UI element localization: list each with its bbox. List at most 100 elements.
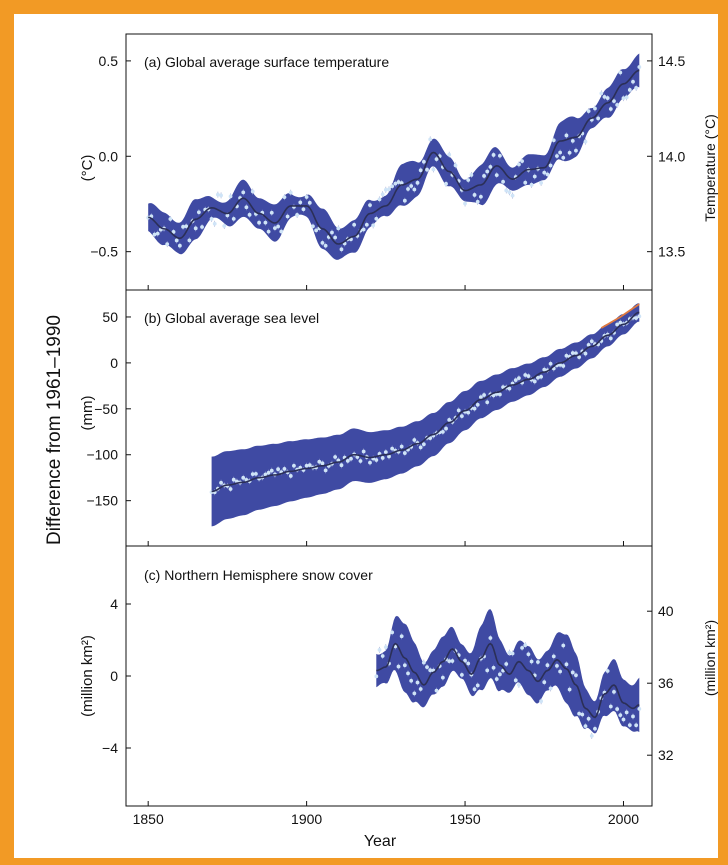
panel-b-annual-point [586,343,591,347]
panel-c-annual-point [586,716,591,721]
panel-b-annual-point [459,414,464,419]
panel-c-ytick-label: 0 [110,668,118,684]
panel-b-annual-point [254,471,258,476]
panel-c-annual-point [498,672,502,677]
x-axis-label: Year [364,833,397,850]
panel-a-annual-point [627,88,632,92]
panel-b-annual-point [428,436,433,441]
panel-b-smoothed-curve [211,311,640,493]
panel-a-annual-point [399,181,404,185]
panel-b-title: (b) Global average sea level [144,310,319,326]
panel-b-satellite-line [600,303,640,329]
panel-b-annual-point [447,418,452,422]
panel-a-annual-point [558,150,563,155]
panel-a-annual-point [209,217,214,221]
panel-a-annual-point [200,225,204,229]
panel-b-annual-point [228,487,233,491]
panel-c-annual-point [574,673,578,678]
panel-a-annual-point [586,109,591,114]
panel-c-annual-point [627,723,632,728]
panel-c-annual-point [529,659,534,664]
panel-a-annual-point [602,94,607,99]
panel-b-annual-point [532,379,537,384]
panel-a-annual-point [311,224,315,229]
panel-c-right-ytick-label: 32 [658,747,674,763]
panel-c-annual-point [580,712,585,717]
panel-a-annual-point [431,167,436,172]
panel-a-annual-point [475,199,480,204]
panel-b-annual-point [561,364,566,368]
panel-b-annual-point [282,467,287,471]
panel-a-annual-point [507,190,512,195]
panel-c-annual-point [507,650,512,655]
panel-a-annual-point [447,152,452,157]
panel-c-annual-point [390,630,395,635]
panel-b-annual-point [250,472,255,477]
panel-b-ytick-label: −150 [86,493,118,509]
panel-a-annual-point [485,169,490,174]
panel-a-annual-point [428,137,433,142]
panel-a-annual-point [222,224,227,228]
panel-b-annual-point [383,450,388,454]
panel-b-annual-point [456,408,461,413]
panel-a-annual-point [409,184,414,188]
panel-b-annual-point [307,463,312,468]
panel-a-annual-point [583,139,588,144]
panel-a-annual-point [596,116,601,121]
panel-a-annual-point [593,106,597,111]
panel-b-annual-point [570,351,575,355]
panel-a-ytick-label: −0.5 [90,244,118,260]
panel-b-ytick-label: 0 [110,355,118,371]
panel-b-annual-point [618,320,623,325]
panel-a-annual-point [266,229,271,234]
panel-c-annual-point [440,675,445,680]
panel-b-annual-point [482,393,486,397]
panel-a-annual-point [621,96,626,101]
panel-c-annual-point [523,643,528,648]
x-tick-label: 1850 [133,811,164,827]
panel-a-annual-point [555,154,559,158]
panel-a-annual-point [618,70,623,75]
panel-c-annual-point [399,634,404,639]
panel-b-annual-point [539,374,543,379]
panel-a-annual-point [177,243,182,248]
panel-b-annual-point [304,463,309,468]
panel-c-annual-point [589,733,594,738]
panel-c-plot [374,609,642,739]
panel-b-annual-point [472,406,477,411]
panel-b-ylabel-left: (mm) [79,396,96,431]
panel-a-annual-point [624,95,629,100]
panel-c-annual-point [406,671,410,676]
panel-c-annual-point [504,662,509,666]
panel-a-annual-point [314,228,319,233]
panel-b-annual-point [399,444,404,449]
panel-a-annual-point [371,223,376,228]
panel-b-annual-point [317,459,322,464]
panel-b-uncertainty-band [211,303,640,527]
panel-a-smoothed-curve [148,69,640,245]
panel-a-annual-point [320,240,325,245]
panel-a-annual-point [181,224,185,229]
panel-b-annual-point [589,339,594,344]
panel-a-annual-point [498,153,502,158]
panel-b-annual-point [491,393,496,398]
panel-b-frame [125,289,653,547]
panel-c-annual-point [409,678,414,683]
panel-b-annual-point [361,449,366,454]
panel-c-annual-point [475,683,480,688]
panel-a-annual-point [333,235,338,240]
panel-b-annual-point [339,463,344,468]
panel-b-annual-point [583,351,588,356]
panel-a-annual-point [482,174,486,178]
panel-a-annual-point [215,192,220,197]
panel-b-annual-point [421,442,426,447]
panel-a-annual-point [241,190,246,195]
panel-b-annual-point [507,386,512,391]
panel-c-annual-point [383,645,388,650]
panel-a-annual-point [257,220,261,225]
panel-b-annual-point [292,463,296,468]
panel-a-annual-point [548,163,553,168]
panel-c-annual-point [548,686,553,691]
panel-a-annual-point [352,222,357,227]
panel-b-annual-point [634,316,639,320]
